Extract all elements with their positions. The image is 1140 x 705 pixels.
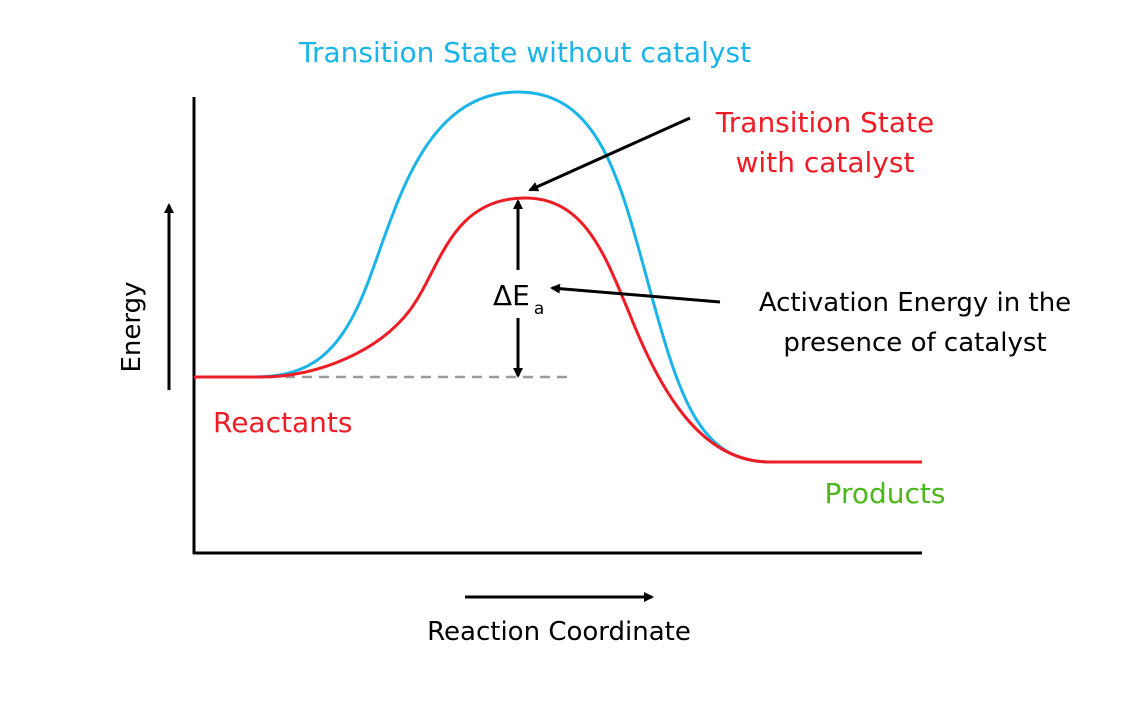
- products-label: Products: [825, 477, 946, 510]
- uncatalyzed-curve: [194, 90, 922, 464]
- ts-catalyzed-label-line2: with catalyst: [736, 146, 915, 179]
- y-axis-label: Energy: [117, 281, 147, 372]
- activation-energy-label-line1: Activation Energy in the: [759, 288, 1071, 318]
- delta-e-symbol: ΔE: [493, 279, 530, 312]
- reactants-label: Reactants: [213, 406, 352, 439]
- activation-energy-pointer-arrow: [550, 283, 721, 304]
- ts-uncatalyzed-label: Transition State without catalyst: [298, 36, 751, 69]
- activation-energy-label-line2: presence of catalyst: [783, 328, 1046, 358]
- x-axis-label: Reaction Coordinate: [427, 617, 691, 647]
- catalyzed-curve: [194, 196, 922, 464]
- delta-e-subscript: a: [534, 299, 544, 319]
- catalyzed-ts-pointer-arrow: [528, 116, 691, 192]
- delta-e-label: ΔE a: [493, 279, 544, 319]
- ts-catalyzed-label-line1: Transition State: [715, 106, 934, 139]
